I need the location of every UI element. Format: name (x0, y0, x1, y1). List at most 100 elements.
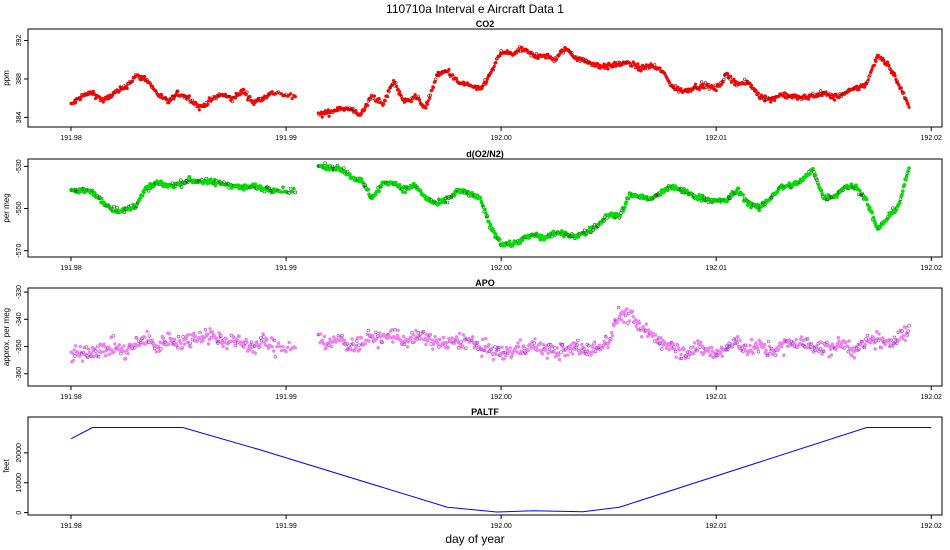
data-point (801, 338, 806, 343)
data-point (692, 351, 696, 355)
data-point (864, 197, 869, 202)
data-point (484, 336, 488, 341)
data-point (135, 336, 139, 341)
x-tick-label: 191.99 (275, 523, 297, 530)
data-point (897, 200, 902, 204)
data-point (900, 189, 905, 193)
data-point (724, 74, 728, 78)
data-point (576, 338, 580, 343)
data-point (409, 99, 413, 104)
data-point (244, 93, 248, 97)
data-point (89, 354, 93, 358)
data-point (528, 343, 532, 347)
panel-title: CO2 (476, 19, 495, 29)
data-point (244, 337, 248, 342)
data-point (433, 80, 437, 84)
data-point (668, 344, 672, 348)
data-point (659, 192, 663, 197)
data-point (214, 336, 218, 340)
data-point (179, 178, 183, 183)
data-point (764, 348, 768, 352)
data-point (145, 329, 149, 334)
data-point (203, 328, 208, 332)
data-point (483, 207, 487, 212)
data-point (173, 184, 178, 188)
data-point (845, 344, 850, 349)
data-point (767, 344, 771, 349)
data-point (749, 337, 754, 342)
data-point (146, 188, 151, 193)
x-tick-label: 192.02 (921, 135, 943, 142)
data-point (534, 345, 539, 349)
data-point (183, 342, 187, 346)
data-point (673, 84, 678, 88)
data-point (870, 210, 874, 215)
data-point (644, 322, 648, 326)
data-point (712, 355, 717, 359)
data-point (544, 56, 548, 60)
data-point (180, 346, 185, 350)
data-point (93, 96, 98, 101)
data-point (190, 98, 194, 102)
data-point (728, 196, 732, 200)
data-point (494, 352, 498, 357)
data-point (754, 341, 758, 345)
data-point (378, 331, 382, 335)
data-point (437, 74, 441, 78)
data-point (322, 334, 327, 339)
data-point (143, 335, 147, 339)
data-point (702, 350, 707, 354)
data-point (756, 91, 761, 95)
data-point (478, 196, 483, 200)
data-point (550, 344, 555, 348)
data-point (618, 214, 623, 218)
data-point (499, 48, 503, 53)
data-point (602, 219, 606, 223)
data-point (401, 334, 406, 339)
data-point (589, 230, 593, 234)
data-point (563, 353, 567, 358)
data-point (660, 338, 665, 342)
data-point (518, 338, 522, 342)
data-point (612, 323, 616, 328)
data-point (253, 351, 258, 355)
data-point (484, 80, 489, 84)
plot-frame (27, 416, 943, 516)
data-point (121, 349, 125, 353)
data-point (725, 198, 730, 202)
data-point (430, 338, 434, 342)
data-point (186, 180, 190, 185)
data-point (584, 352, 589, 356)
data-point (354, 108, 358, 113)
data-point (237, 334, 241, 338)
data-point (901, 91, 906, 95)
data-point (885, 60, 890, 64)
data-point (795, 97, 800, 101)
data-point (249, 340, 254, 344)
data-point (470, 338, 474, 342)
data-point (90, 188, 95, 193)
data-point (133, 342, 138, 346)
data-point (720, 354, 724, 358)
data-point (613, 60, 617, 64)
data-point (278, 344, 282, 349)
data-point (169, 337, 174, 341)
data-point (157, 349, 162, 353)
data-point (751, 351, 755, 356)
data-point (776, 347, 781, 352)
data-point (275, 345, 279, 349)
data-point (850, 354, 854, 358)
data-point (735, 335, 740, 339)
data-point (273, 355, 277, 359)
data-point (633, 318, 638, 322)
data-point (434, 77, 438, 81)
data-point (447, 67, 451, 72)
data-point (122, 344, 126, 348)
data-point (270, 345, 274, 349)
data-point (897, 83, 901, 87)
data-point (819, 188, 824, 193)
data-point (735, 341, 739, 345)
data-point (372, 94, 377, 98)
data-point (855, 84, 859, 88)
data-point (457, 346, 461, 350)
